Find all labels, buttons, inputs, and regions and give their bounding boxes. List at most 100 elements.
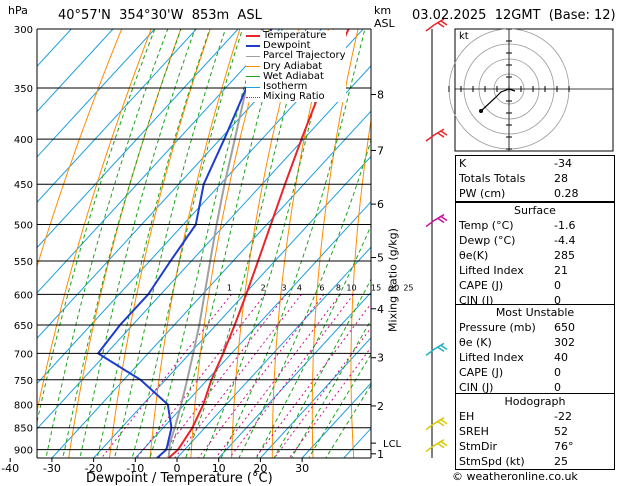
isotherm-line xyxy=(93,155,371,458)
wind-barb-icon xyxy=(425,342,448,356)
index-row: Dewp (°C) -4.4 xyxy=(456,233,614,248)
index-value: 0.28 xyxy=(554,187,579,200)
x-axis-label: Dewpoint / Temperature (°C) xyxy=(86,471,273,486)
index-label: SREH xyxy=(459,425,489,438)
index-value: 28 xyxy=(554,172,568,185)
temperature-line xyxy=(168,29,350,458)
wet-adiabat-line xyxy=(96,29,211,458)
pressure-tick-label: 700 xyxy=(14,349,33,360)
x-tick-label: 30 xyxy=(295,462,309,475)
km-axis-label: km xyxy=(374,4,392,17)
mixing-ratio-axis-label: Mixing Ratio (g/kg) xyxy=(386,228,400,332)
pressure-tick-label: 650 xyxy=(14,321,33,332)
index-value: 0 xyxy=(554,294,561,307)
dry-adiabat-line xyxy=(190,29,270,458)
x-tick-label: -40 xyxy=(1,462,19,475)
dry-adiabat-line xyxy=(37,29,123,268)
km-tick-label: 3 xyxy=(377,352,384,365)
km-tick-label: 6 xyxy=(377,198,384,211)
index-value: -1.6 xyxy=(554,219,576,232)
mixing-ratio-line xyxy=(254,302,371,458)
dry-adiabat-line xyxy=(108,29,211,458)
wind-barb-icon xyxy=(425,18,448,32)
header-datetime: 03.02.2025 12GMT (Base: 12) xyxy=(412,8,616,23)
mixing-ratio-label: 8 xyxy=(336,283,341,292)
mixing-ratio-line xyxy=(288,346,371,458)
pressure-tick-label: 350 xyxy=(14,84,33,95)
x-tick-label: -20 xyxy=(85,462,103,475)
index-label: PW (cm) xyxy=(459,187,506,200)
index-value: 25 xyxy=(554,455,568,468)
mixing-ratio-line xyxy=(197,294,325,458)
index-row: θe(K) 285 xyxy=(456,248,614,263)
index-row: Lifted Index 21 xyxy=(456,263,614,278)
parcel-trajectory-line xyxy=(167,29,265,458)
index-row: CAPE (J) 0 xyxy=(456,365,614,380)
legend-swatch xyxy=(246,56,260,57)
index-value: 285 xyxy=(554,249,575,262)
wind-barb-icon xyxy=(425,438,448,453)
mixing-ratio-label: 20 xyxy=(389,283,399,292)
index-row: Pressure (mb) 650 xyxy=(456,320,614,335)
dry-adiabat-line xyxy=(623,29,629,458)
wind-barb-icon xyxy=(425,417,448,431)
km-tick-label: 7 xyxy=(377,144,384,157)
mixing-ratio-line xyxy=(136,294,266,458)
dry-adiabat-line xyxy=(311,29,359,458)
hodograph-frame xyxy=(454,28,614,152)
wet-adiabat-line xyxy=(45,29,169,458)
legend-swatch xyxy=(246,66,260,68)
index-row: CIN (J) 0 xyxy=(456,293,614,308)
x-tick-label: 0 xyxy=(174,462,181,475)
pressure-tick-label: 900 xyxy=(14,446,33,457)
header-location: 40°57'N 354°30'W 853m ASL xyxy=(58,8,262,23)
x-tick-label: 10 xyxy=(212,462,226,475)
mixing-ratio-label: 1 xyxy=(227,283,232,292)
legend-label: Temperature xyxy=(263,30,327,41)
index-value: 21 xyxy=(554,264,568,277)
index-label: StmDir xyxy=(459,440,498,453)
index-row: Lifted Index 40 xyxy=(456,350,614,365)
x-tick-label: -10 xyxy=(126,462,144,475)
mixing-ratio-label: 6 xyxy=(319,283,324,292)
dry-adiabat-line xyxy=(37,29,152,414)
isotherm-line xyxy=(37,29,114,113)
dry-adiabat-line xyxy=(425,29,447,458)
legend-entry: Wet Adiabat xyxy=(246,71,346,82)
wet-adiabat-line xyxy=(131,29,243,458)
isotherm-line xyxy=(176,246,371,458)
surface-title: Surface xyxy=(514,204,556,217)
wet-adiabat-line xyxy=(167,29,283,458)
index-row: StmDir 76° xyxy=(456,439,614,454)
legend-entry: Mixing Ratio xyxy=(246,92,346,102)
dry-adiabat-line xyxy=(271,29,329,458)
legend-swatch xyxy=(246,96,260,98)
index-label: Totals Totals xyxy=(459,172,526,185)
mixing-ratio-line xyxy=(158,294,287,458)
index-row: PW (cm) 0.28 xyxy=(456,186,614,201)
index-row: EH -22 xyxy=(456,409,614,424)
index-label: CAPE (J) xyxy=(459,279,504,292)
legend-label: Isotherm xyxy=(263,81,308,93)
legend-entry: Temperature xyxy=(246,30,346,41)
mixing-ratio-line xyxy=(273,327,371,458)
pressure-tick-label: 300 xyxy=(14,25,33,36)
dry-adiabat-line xyxy=(350,117,371,458)
index-label: Pressure (mb) xyxy=(459,321,536,334)
mixing-ratio-line xyxy=(229,294,354,458)
isotherm-line xyxy=(37,29,197,203)
index-label: Dewp (°C) xyxy=(459,234,516,247)
isotherm-line xyxy=(51,110,371,458)
index-row: CIN (J) 0 xyxy=(456,380,614,395)
index-value: -4.4 xyxy=(554,234,576,247)
legend-entry: Dry Adiabat xyxy=(246,61,346,72)
legend-label: Parcel Trajectory xyxy=(263,50,346,62)
hodograph-title: Hodograph xyxy=(504,395,566,408)
index-label: θe(K) xyxy=(459,249,489,262)
mixing-ratio-line xyxy=(101,294,232,458)
km-tick-label: 4 xyxy=(377,303,384,316)
mixing-ratio-line xyxy=(215,294,341,458)
legend-swatch xyxy=(246,76,260,78)
index-value: 52 xyxy=(554,425,568,438)
